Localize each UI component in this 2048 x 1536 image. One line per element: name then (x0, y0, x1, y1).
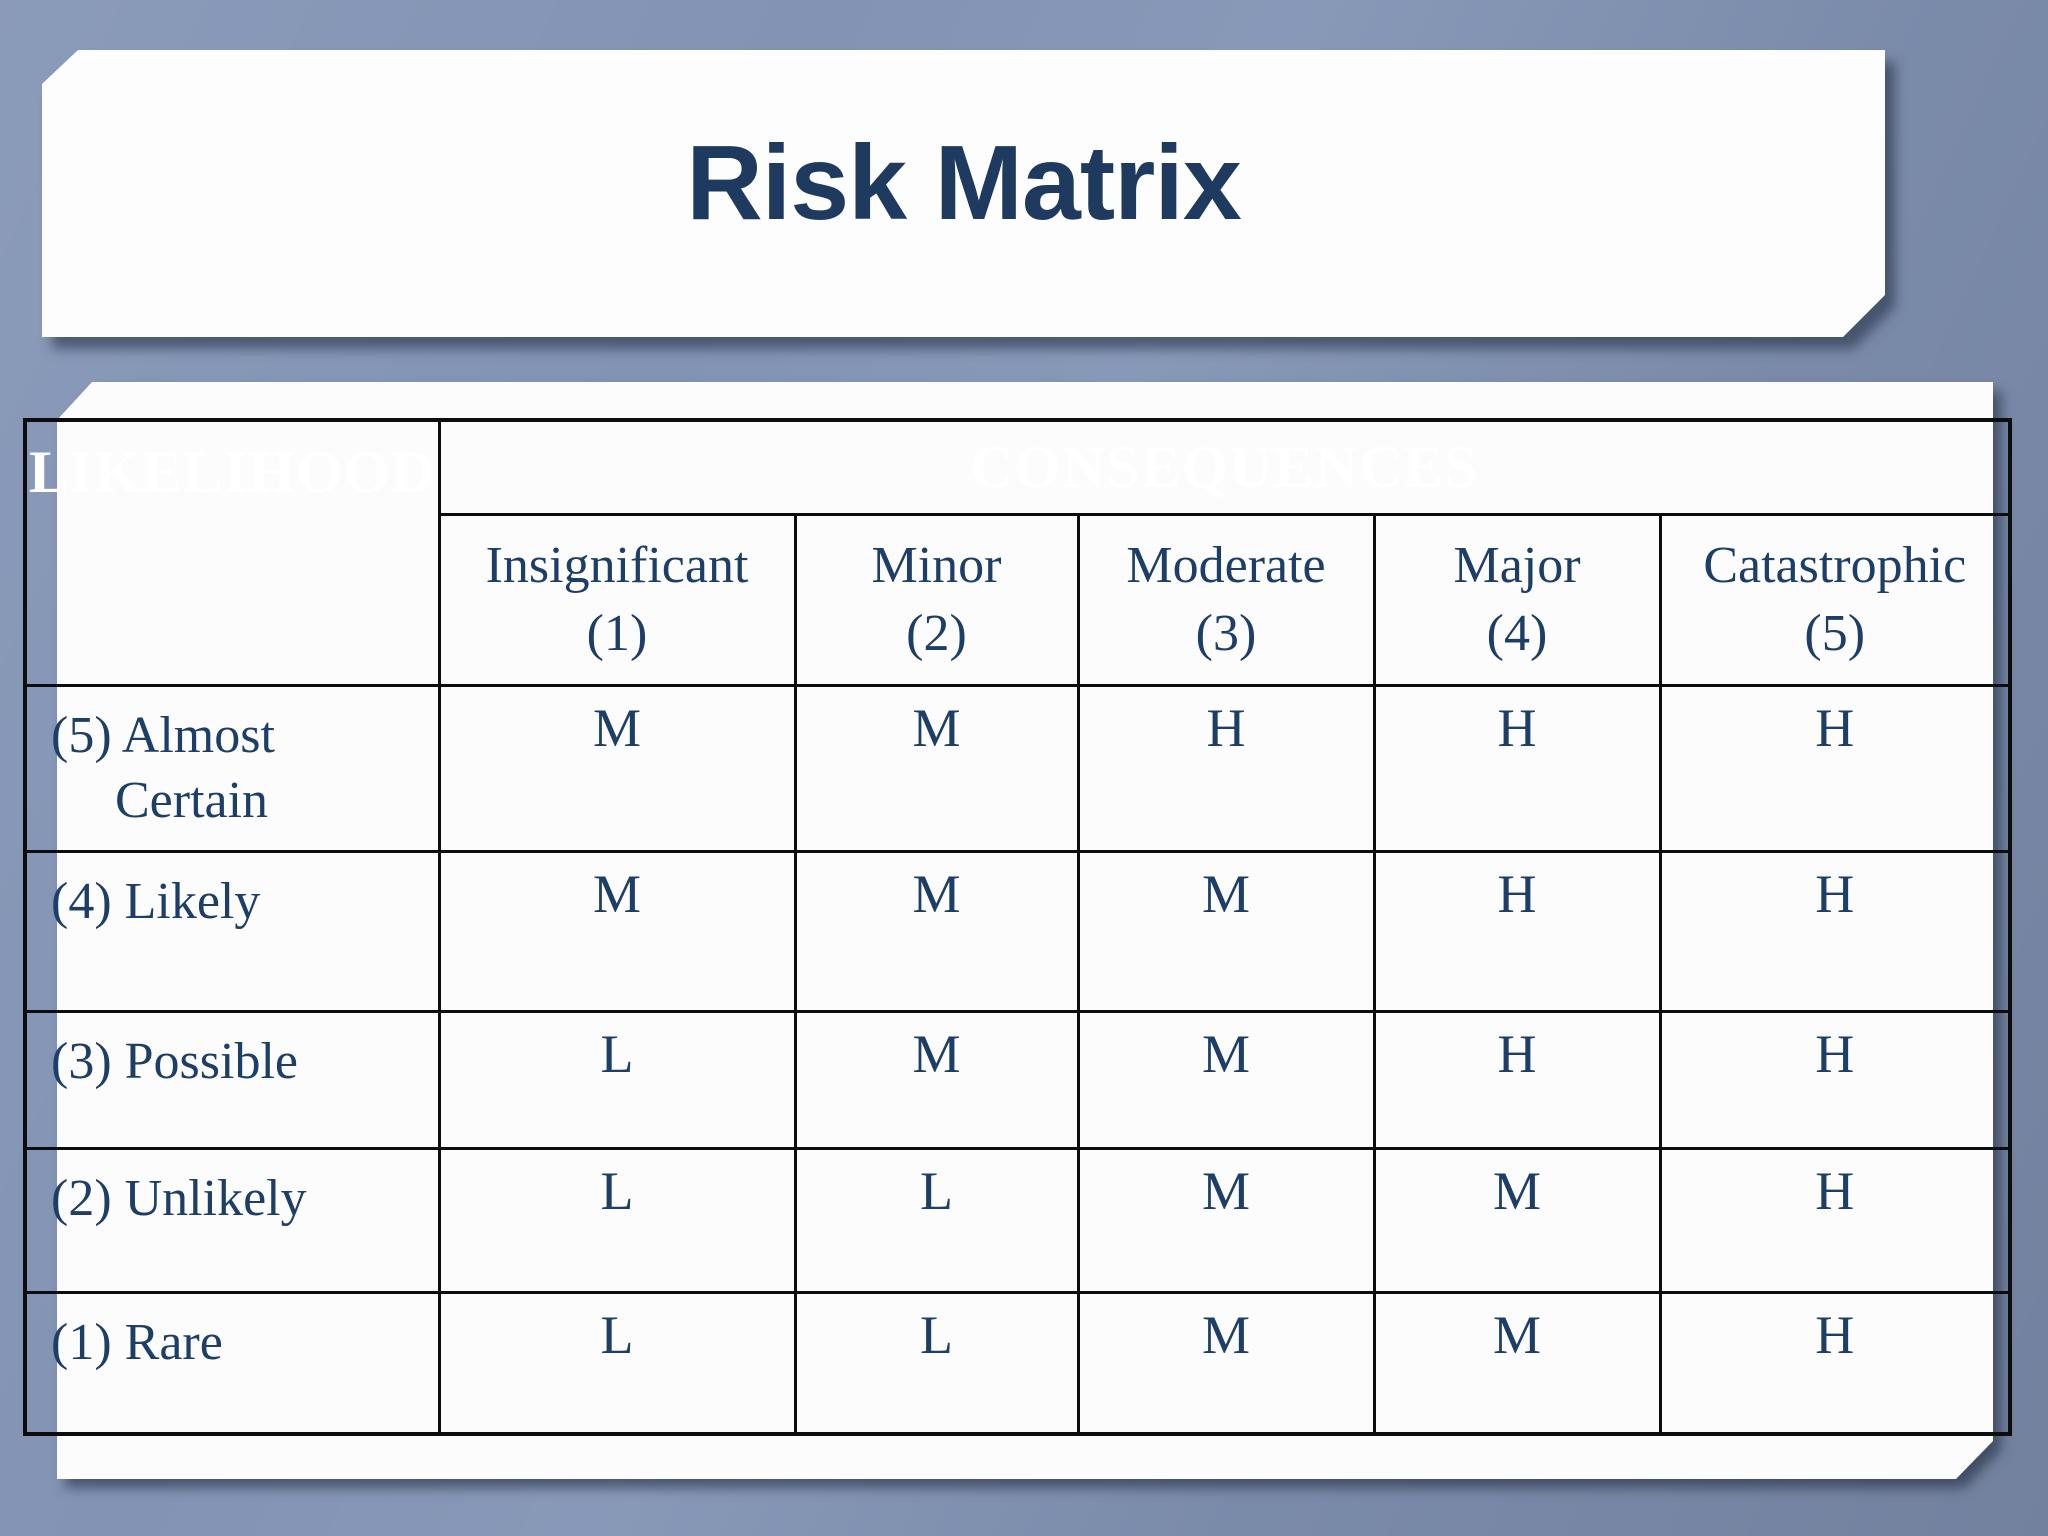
risk-cell: L (437, 1290, 797, 1436)
risk-cell: M (793, 849, 1080, 1013)
risk-cell: H (1658, 849, 2012, 1013)
column-header-catastrophic: Catastrophic (5) (1658, 512, 2012, 687)
slide-title: Risk Matrix (686, 124, 1242, 242)
risk-cell: H (1658, 1009, 2012, 1150)
risk-cell: H (1372, 1009, 1662, 1150)
title-banner: Risk Matrix (42, 50, 1885, 337)
column-header-major: Major (4) (1372, 512, 1662, 687)
row-label-cell: (1) Rare (23, 1290, 441, 1436)
row-label-cell: (3) Possible (23, 1009, 441, 1150)
row-label-cell: (5) Almost Certain (23, 683, 441, 853)
risk-cell: L (437, 1146, 797, 1294)
matrix-row-likely: (4) Likely M M M H H (23, 849, 2012, 1013)
risk-cell: M (1076, 1009, 1376, 1150)
risk-cell: M (437, 683, 797, 853)
column-header-scale: (3) (1195, 604, 1257, 662)
column-header-name: Minor (871, 536, 1002, 594)
risk-cell: H (1372, 683, 1662, 853)
risk-cell: M (437, 849, 797, 1013)
row-label-cell: (4) Likely (23, 849, 441, 1013)
column-header-insignificant: Insignificant (1) (437, 512, 797, 687)
likelihood-axis-header: LIKELIHOOD (23, 418, 441, 687)
title-banner-shape: Risk Matrix (42, 50, 1885, 337)
risk-matrix-table: LIKELIHOOD CONSEQUENCES Insignificant (1… (23, 418, 2012, 1436)
risk-cell: M (793, 1009, 1080, 1150)
consequences-axis-header: CONSEQUENCES (437, 418, 2012, 516)
column-header-scale: (4) (1486, 604, 1548, 662)
column-header-scale: (5) (1804, 604, 1866, 662)
risk-cell: H (1658, 1290, 2012, 1436)
risk-cell: M (1076, 1290, 1376, 1436)
risk-cell: M (1372, 1146, 1662, 1294)
risk-cell: H (1076, 683, 1376, 853)
row-label-cell: (2) Unlikely (23, 1146, 441, 1294)
risk-cell: H (1372, 849, 1662, 1013)
risk-cell: M (1076, 1146, 1376, 1294)
column-header-moderate: Moderate (3) (1076, 512, 1376, 687)
risk-cell: M (793, 683, 1080, 853)
matrix-row-almost-certain: (5) Almost Certain M M H H H (23, 683, 2012, 853)
column-header-name: Moderate (1126, 536, 1326, 594)
matrix-row-rare: (1) Rare L L M M H (23, 1290, 2012, 1436)
column-header-scale: (1) (586, 604, 648, 662)
risk-cell: L (437, 1009, 797, 1150)
column-header-scale: (2) (906, 604, 967, 662)
axis-header-row: LIKELIHOOD CONSEQUENCES (23, 418, 2012, 687)
column-header-name: Insignificant (485, 536, 749, 594)
risk-cell: L (793, 1146, 1080, 1294)
column-header-minor: Minor (2) (793, 512, 1080, 687)
risk-cell: L (793, 1290, 1080, 1436)
risk-cell: H (1658, 1146, 2012, 1294)
risk-cell: M (1372, 1290, 1662, 1436)
risk-cell: M (1076, 849, 1376, 1013)
matrix-row-unlikely: (2) Unlikely L L M M H (23, 1146, 2012, 1294)
consequence-levels-row: Insignificant (1) Minor (2) Moderate (3)… (25, 512, 2012, 687)
matrix-row-possible: (3) Possible L M M H H (23, 1009, 2012, 1150)
risk-cell: H (1658, 683, 2012, 853)
column-header-name: Catastrophic (1703, 536, 1967, 594)
column-header-name: Major (1453, 536, 1581, 594)
